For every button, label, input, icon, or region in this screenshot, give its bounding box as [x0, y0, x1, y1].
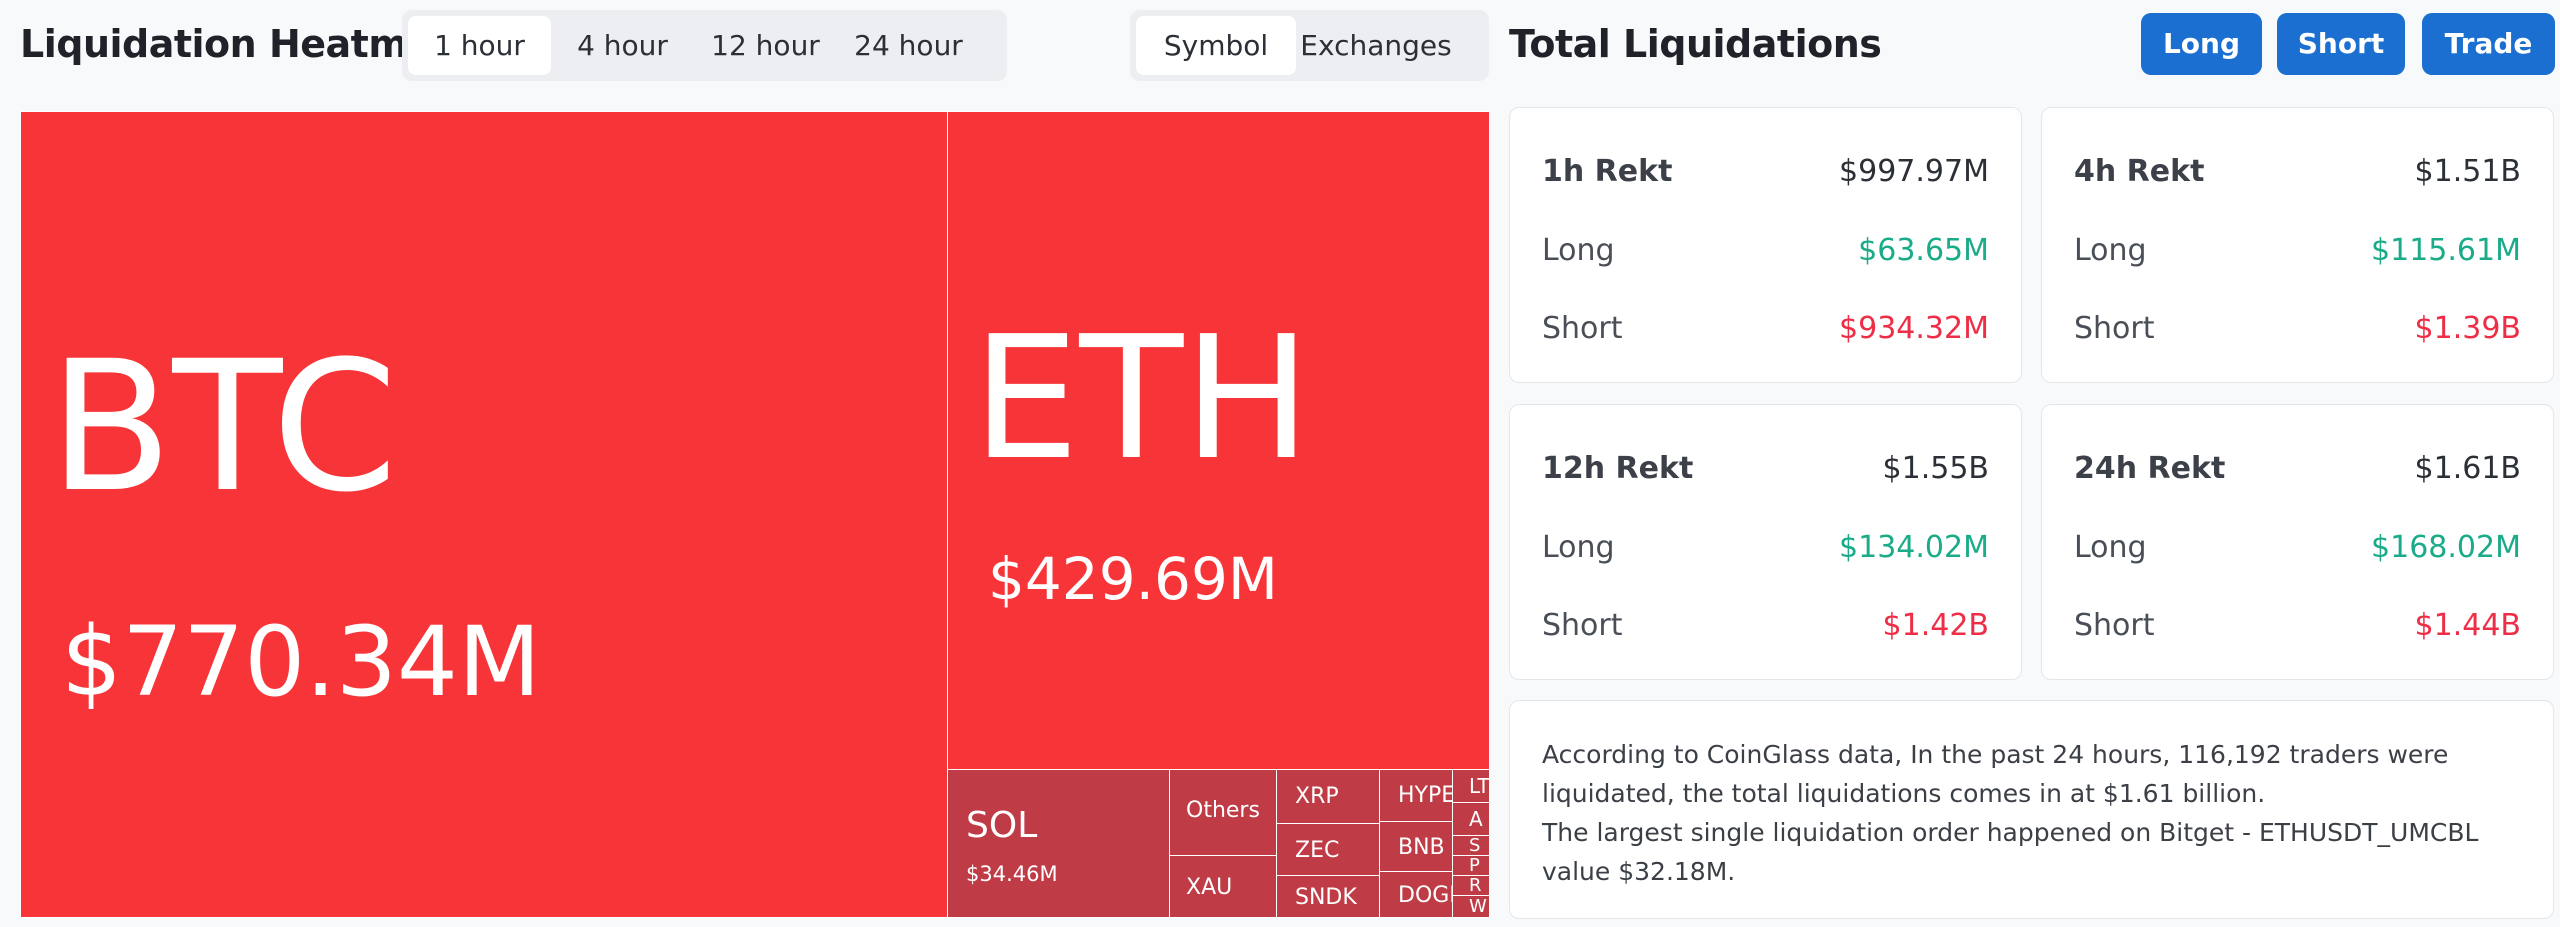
time-range-selector: 1 hour 4 hour 12 hour 24 hour: [402, 10, 1007, 81]
short-button[interactable]: Short: [2277, 13, 2405, 75]
short-value: $1.42B: [1882, 608, 1989, 643]
tile-symbol: P: [1469, 855, 1480, 876]
trade-button[interactable]: Trade: [2422, 13, 2555, 75]
tile-sndk[interactable]: SNDK: [1276, 875, 1380, 918]
long-label: Long: [2074, 530, 2147, 565]
tile-symbol: R: [1469, 875, 1482, 896]
long-label: Long: [2074, 233, 2147, 268]
tab-4-hour[interactable]: 4 hour: [577, 29, 668, 62]
tile-symbol: S: [1469, 835, 1481, 856]
tile-symbol: W: [1469, 896, 1487, 917]
tile-symbol: HYPE: [1398, 783, 1453, 808]
tile-small-r[interactable]: R: [1452, 875, 1490, 896]
tab-24-hour[interactable]: 24 hour: [854, 29, 963, 62]
tile-symbol: XRP: [1295, 784, 1339, 809]
tile-small-w[interactable]: W: [1452, 895, 1490, 918]
tab-12-hour[interactable]: 12 hour: [711, 29, 820, 62]
tile-symbol: Others: [1186, 798, 1260, 823]
tile-zec[interactable]: ZEC: [1276, 823, 1380, 876]
tile-lt[interactable]: LT: [1452, 769, 1490, 803]
tile-symbol: BNB: [1398, 835, 1445, 860]
tile-xrp[interactable]: XRP: [1276, 769, 1380, 824]
tile-symbol: SOL: [966, 805, 1038, 846]
long-value: $115.61M: [2371, 233, 2521, 268]
card-period: 1h Rekt: [1542, 154, 1673, 189]
tile-value: $429.69M: [988, 545, 1278, 613]
rekt-card-24h: 24h Rekt $1.61B Long $168.02M Short $1.4…: [2041, 404, 2554, 680]
card-total: $1.61B: [2414, 451, 2521, 486]
short-value: $1.44B: [2414, 608, 2521, 643]
tile-btc[interactable]: BTC $770.34M: [20, 111, 948, 918]
long-value: $134.02M: [1839, 530, 1989, 565]
tile-small-p[interactable]: P: [1452, 855, 1490, 876]
tile-sol[interactable]: SOL $34.46M: [947, 769, 1170, 918]
liquidation-summary: According to CoinGlass data, In the past…: [1509, 700, 2554, 919]
card-period: 24h Rekt: [2074, 451, 2226, 486]
rekt-card-12h: 12h Rekt $1.55B Long $134.02M Short $1.4…: [1509, 404, 2022, 680]
tile-value: $770.34M: [61, 606, 541, 718]
card-period: 4h Rekt: [2074, 154, 2205, 189]
tab-exchanges[interactable]: Exchanges: [1300, 29, 1452, 62]
tab-1-hour[interactable]: 1 hour: [408, 16, 551, 75]
short-value: $1.39B: [2414, 311, 2521, 346]
total-liquidations-title: Total Liquidations: [1509, 22, 1882, 66]
grouping-selector: Symbol Exchanges: [1130, 10, 1489, 81]
long-value: $63.65M: [1858, 233, 1989, 268]
tile-xau[interactable]: XAU: [1169, 855, 1277, 918]
short-label: Short: [2074, 608, 2155, 643]
heatmap-title: Liquidation Heatmap: [20, 22, 460, 66]
liquidation-treemap: BTC $770.34M ETH $429.69M SOL $34.46M Ot…: [20, 111, 1490, 918]
tile-symbol: DOGE: [1398, 883, 1452, 908]
tile-symbol: A: [1469, 807, 1483, 831]
tile-hype[interactable]: HYPE: [1379, 769, 1453, 822]
tile-value: $34.46M: [966, 862, 1058, 886]
summary-line-1: According to CoinGlass data, In the past…: [1542, 740, 2449, 808]
long-value: $168.02M: [2371, 530, 2521, 565]
tile-symbol: SNDK: [1295, 885, 1357, 910]
tile-symbol: ZEC: [1295, 838, 1340, 863]
tile-symbol: LT: [1469, 774, 1490, 798]
tile-symbol: XAU: [1186, 875, 1233, 900]
long-label: Long: [1542, 233, 1615, 268]
tile-doge[interactable]: DOGE: [1379, 871, 1453, 918]
rekt-card-1h: 1h Rekt $997.97M Long $63.65M Short $934…: [1509, 107, 2022, 383]
card-total: $997.97M: [1839, 154, 1989, 189]
summary-line-2: The largest single liquidation order hap…: [1542, 818, 2479, 886]
card-total: $1.55B: [1882, 451, 1989, 486]
short-label: Short: [1542, 608, 1623, 643]
long-label: Long: [1542, 530, 1615, 565]
tile-symbol: ETH: [972, 300, 1312, 498]
tile-small-s[interactable]: S: [1452, 835, 1490, 856]
card-period: 12h Rekt: [1542, 451, 1694, 486]
tile-symbol: BTC: [49, 323, 398, 532]
long-button[interactable]: Long: [2141, 13, 2262, 75]
tile-small-a[interactable]: A: [1452, 802, 1490, 836]
card-total: $1.51B: [2414, 154, 2521, 189]
tile-bnb[interactable]: BNB: [1379, 821, 1453, 872]
rekt-card-4h: 4h Rekt $1.51B Long $115.61M Short $1.39…: [2041, 107, 2554, 383]
short-label: Short: [2074, 311, 2155, 346]
summary-text: According to CoinGlass data, In the past…: [1542, 735, 2523, 891]
tile-others[interactable]: Others: [1169, 769, 1277, 856]
short-label: Short: [1542, 311, 1623, 346]
tab-symbol[interactable]: Symbol: [1136, 16, 1296, 75]
tile-eth[interactable]: ETH $429.69M: [947, 111, 1490, 770]
short-value: $934.32M: [1839, 311, 1989, 346]
